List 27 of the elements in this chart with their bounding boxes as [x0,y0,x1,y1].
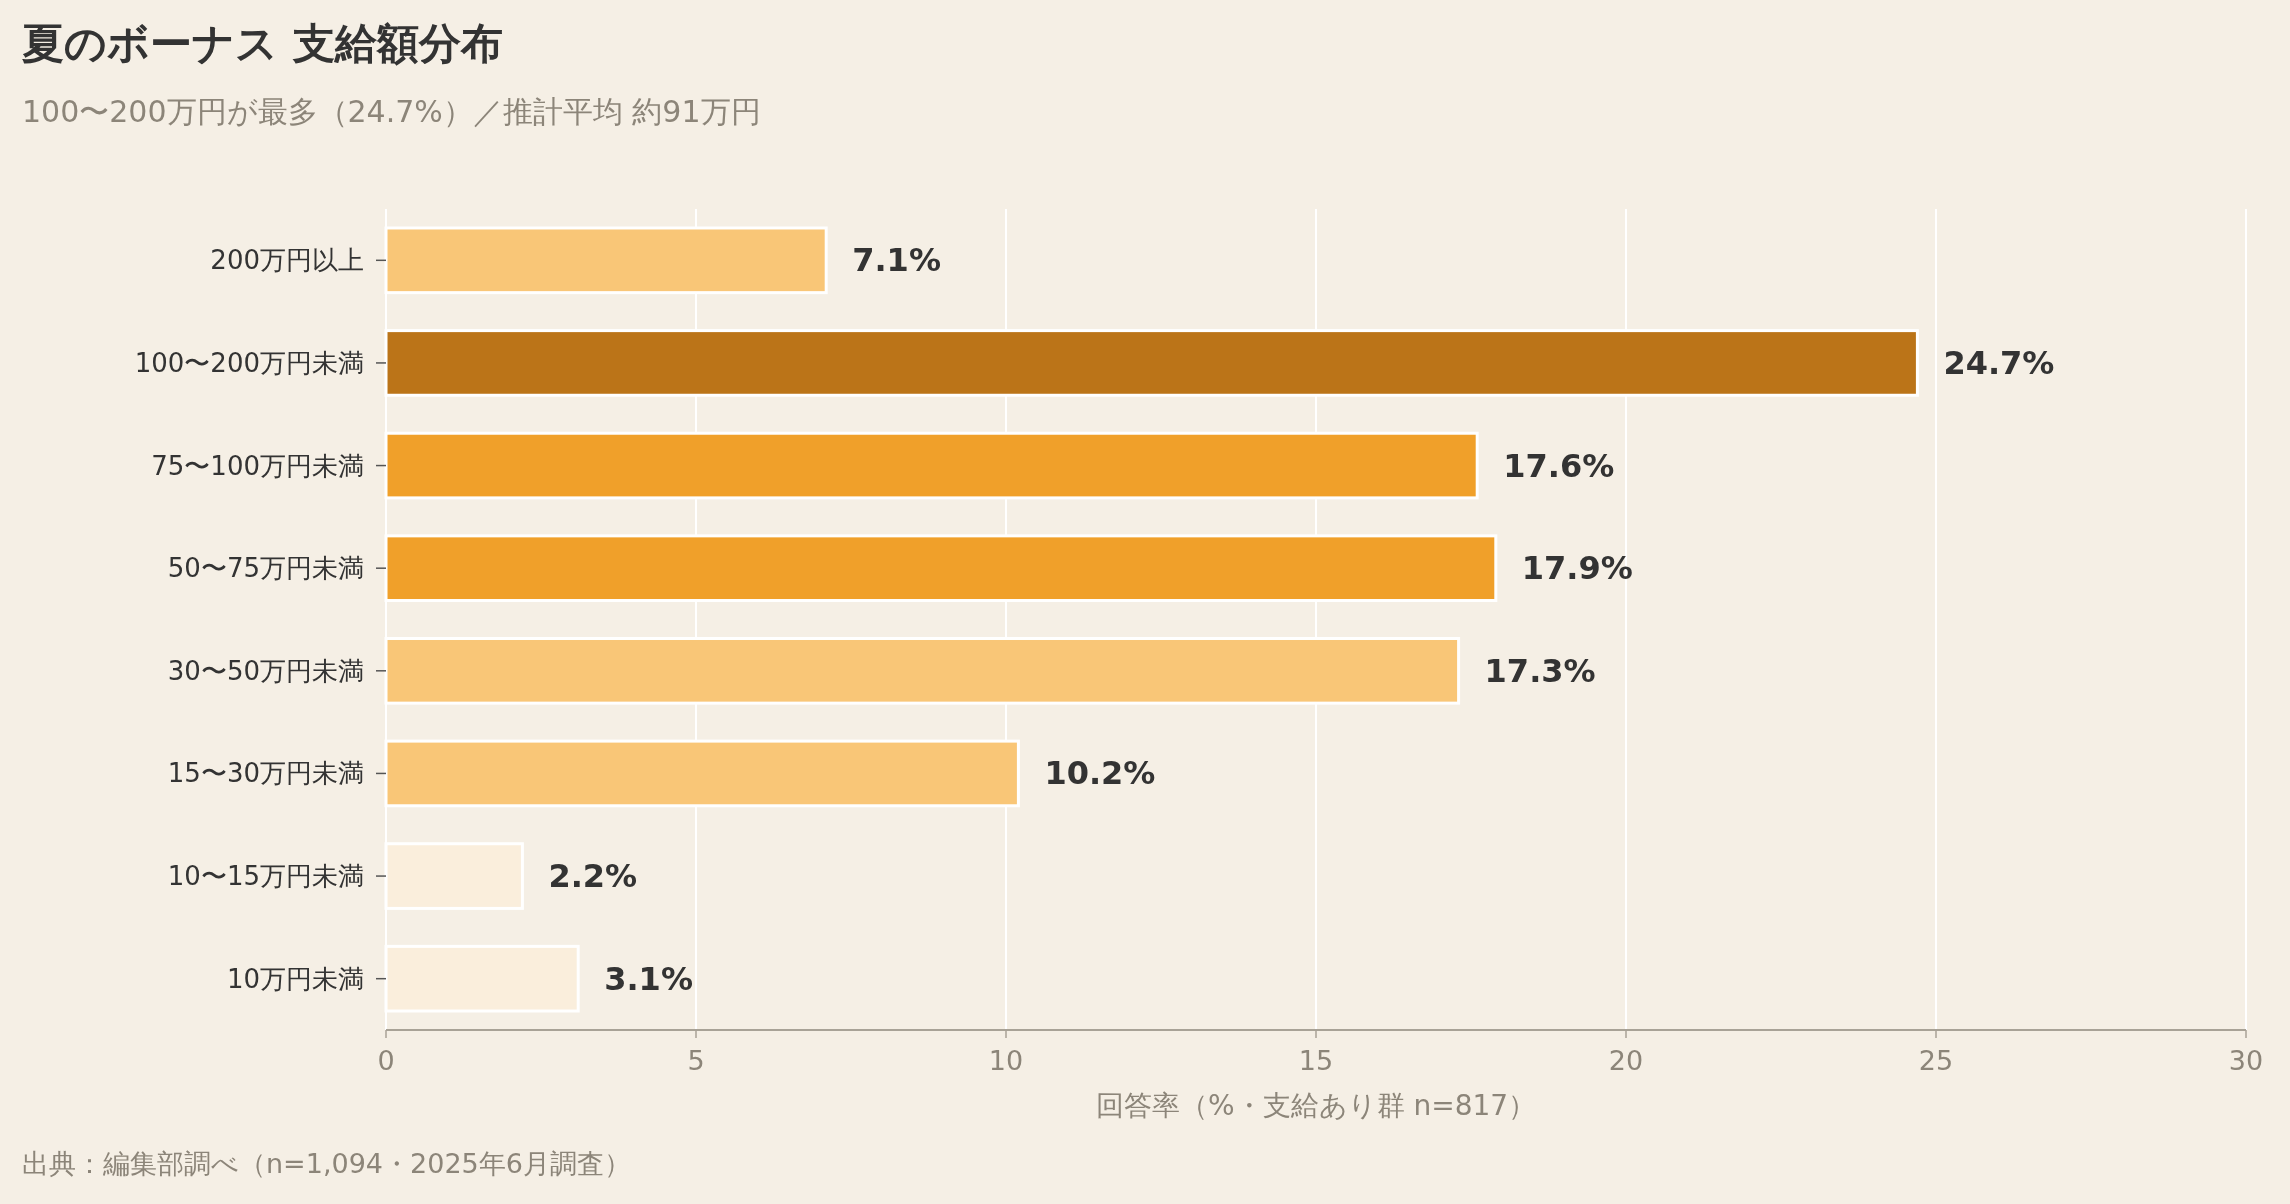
y-tick-label: 15〜30万円未満 [167,758,364,789]
y-tick-label: 50〜75万円未満 [167,553,364,584]
y-tick-label: 75〜100万円未満 [151,450,364,481]
data-label: 17.3% [1484,651,1596,690]
y-tick-label: 30〜50万円未満 [167,655,364,686]
data-label: 24.7% [1943,343,2055,382]
x-tick-label: 25 [1918,1045,1954,1076]
data-label: 10.2% [1044,754,1156,793]
data-label: 3.1% [604,959,693,998]
data-label: 17.6% [1503,446,1615,485]
x-axis-title: 回答率（%・支給あり群 n=817） [1095,1089,1537,1122]
y-tick-label: 10万円未満 [226,963,364,994]
x-tick-label: 20 [1608,1045,1644,1076]
data-label: 17.9% [1521,549,1633,588]
chart-subtitle: 100〜200万円が最多（24.7%）／推計平均 約91万円 [22,94,761,129]
x-tick-label: 30 [2228,1045,2264,1076]
x-tick-label: 5 [687,1045,705,1076]
y-tick-label: 100〜200万円未満 [134,347,364,378]
x-tick-label: 0 [377,1045,395,1076]
chart-title: 夏のボーナス 支給額分布 [22,19,503,68]
source-note: 出典：編集部調べ（n=1,094・2025年6月調査） [22,1148,631,1179]
y-tick-label: 200万円以上 [210,245,364,276]
data-label: 2.2% [548,857,638,896]
y-tick-label: 10〜15万円未満 [167,861,364,892]
x-tick-label: 10 [988,1045,1024,1076]
x-tick-label: 15 [1298,1045,1334,1076]
data-label: 7.1% [852,241,941,280]
